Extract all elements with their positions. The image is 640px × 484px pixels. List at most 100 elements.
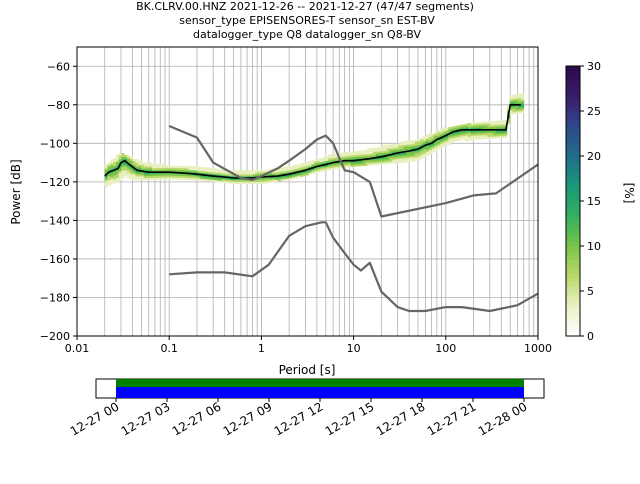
density-cell	[277, 179, 282, 182]
density-cell	[476, 127, 480, 130]
density-cell	[141, 162, 145, 165]
density-cell	[336, 158, 340, 162]
density-cell	[520, 97, 525, 100]
density-cell	[406, 144, 410, 147]
density-cell	[205, 169, 209, 172]
density-cell	[459, 132, 463, 135]
density-cell	[118, 157, 122, 160]
density-cell	[121, 158, 125, 161]
density-cell	[104, 177, 108, 180]
density-cell	[381, 162, 385, 165]
density-cell	[434, 133, 438, 136]
density-cell	[160, 173, 164, 176]
density-cell	[208, 179, 212, 182]
density-cell	[314, 163, 318, 166]
colorbar-segment	[566, 120, 580, 125]
colorbar-segment	[566, 295, 580, 301]
density-cell	[280, 169, 284, 172]
colorbar-segment	[566, 232, 580, 238]
density-cell	[501, 120, 505, 123]
density-cell	[459, 136, 463, 139]
density-cell	[132, 174, 136, 177]
density-cell	[328, 156, 332, 159]
density-cell	[294, 166, 298, 169]
density-cell	[509, 108, 513, 111]
density-cell	[210, 168, 214, 171]
density-cell	[459, 124, 463, 128]
density-cell	[286, 178, 290, 181]
density-cell	[188, 175, 192, 179]
density-cell	[236, 179, 240, 183]
density-cell	[208, 167, 212, 170]
density-cell	[406, 142, 410, 145]
density-cell	[141, 177, 145, 181]
density-cell	[504, 133, 508, 136]
density-cell	[506, 105, 511, 108]
y-axis-ticks: −200 −180 −160 −140 −120 −100 −80 −60	[40, 60, 77, 343]
density-cell	[381, 152, 385, 156]
density-cell	[504, 135, 508, 138]
density-cell	[113, 165, 117, 168]
density-cell	[160, 177, 164, 180]
density-cell	[132, 158, 136, 161]
colorbar-segment	[566, 304, 580, 310]
density-cell	[347, 157, 351, 160]
colorbar-tick-label: 10	[587, 240, 601, 253]
density-cell	[442, 136, 446, 139]
density-cell	[344, 161, 349, 164]
density-cell	[127, 164, 131, 167]
density-cell	[311, 171, 315, 175]
density-cell	[244, 170, 248, 173]
density-cell	[451, 128, 455, 131]
density-cell	[409, 155, 413, 158]
density-cell	[135, 176, 139, 179]
density-cell	[372, 151, 376, 154]
density-cell	[208, 177, 212, 180]
density-cell	[395, 153, 399, 156]
density-cell	[498, 135, 502, 139]
density-cell	[311, 167, 315, 171]
density-cell	[375, 151, 379, 154]
density-cell	[322, 161, 326, 164]
density-cell	[398, 147, 402, 150]
density-cell	[205, 177, 209, 180]
density-cell	[289, 175, 293, 178]
colorbar-segment	[566, 237, 580, 242]
density-cell	[317, 170, 321, 173]
density-cell	[196, 172, 201, 175]
density-cell	[121, 162, 125, 165]
density-cell	[118, 176, 122, 179]
colorbar-segment	[566, 250, 580, 256]
density-cell	[520, 104, 525, 108]
density-cell	[434, 135, 438, 138]
density-cell	[451, 140, 455, 143]
density-cell	[330, 167, 335, 170]
density-cell	[104, 185, 108, 188]
density-cell	[400, 154, 404, 157]
density-cell	[138, 166, 142, 169]
density-cell	[400, 143, 404, 146]
density-cell	[289, 169, 293, 173]
density-cell	[149, 162, 153, 165]
density-cell	[481, 127, 485, 130]
density-cell	[319, 167, 323, 170]
density-cell	[448, 140, 452, 143]
density-cell	[456, 138, 460, 142]
density-cell	[291, 165, 295, 168]
density-cell	[370, 155, 374, 158]
density-cell	[210, 173, 214, 177]
density-cell	[431, 138, 435, 142]
density-cell	[146, 177, 150, 181]
density-cell	[328, 160, 332, 163]
density-cell	[199, 170, 203, 173]
density-cell	[445, 139, 449, 142]
density-cell	[437, 133, 441, 137]
density-cell	[303, 164, 307, 167]
density-cell	[356, 154, 360, 157]
density-cell	[280, 175, 284, 178]
density-cell	[518, 97, 522, 100]
density-cell	[459, 138, 463, 141]
density-cell	[143, 174, 147, 177]
density-cell	[166, 173, 170, 176]
colorbar-segment	[566, 331, 580, 337]
